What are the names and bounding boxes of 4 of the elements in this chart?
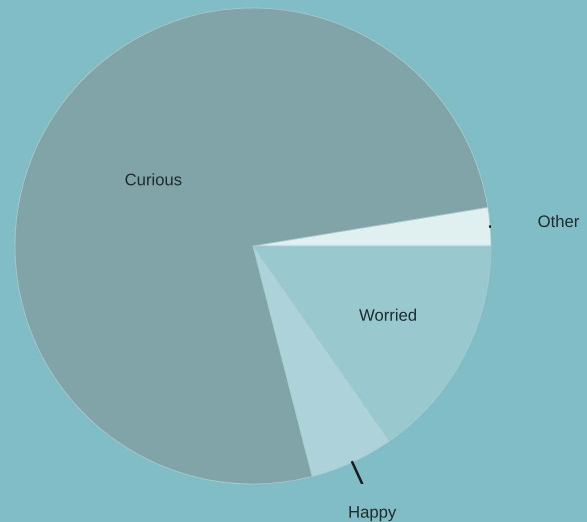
slice-label: Other — [538, 214, 580, 228]
slice-label: Curious — [125, 173, 182, 186]
slice-label: Happy — [349, 506, 396, 522]
slice-label: Worried — [359, 308, 416, 321]
